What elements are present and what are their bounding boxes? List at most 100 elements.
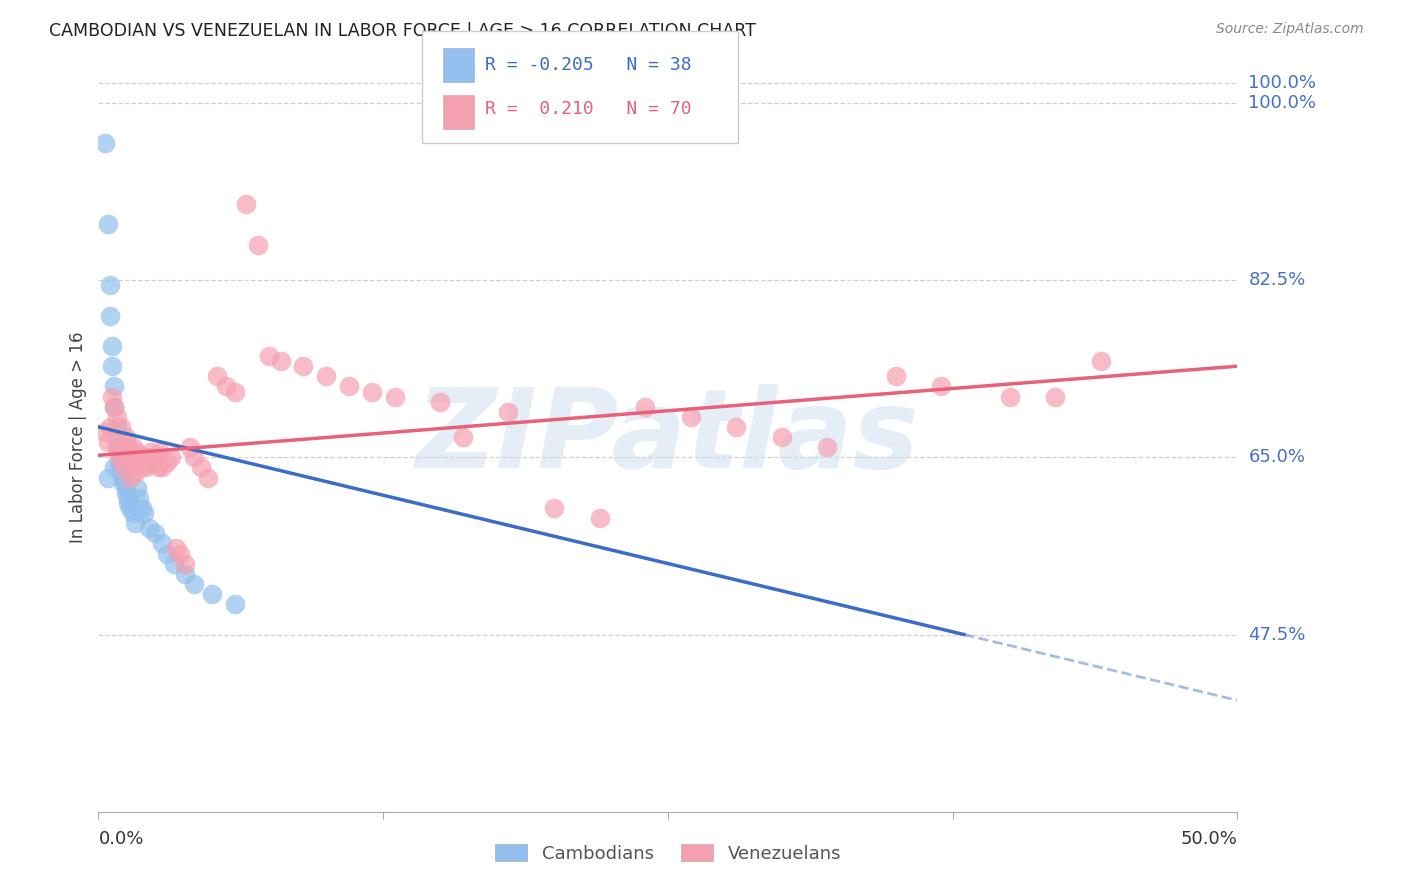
Point <box>1090 354 1112 368</box>
Point <box>121 506 143 520</box>
Point <box>246 237 269 252</box>
Point <box>183 577 205 591</box>
Point <box>190 460 212 475</box>
Point <box>815 440 838 454</box>
Text: 65.0%: 65.0% <box>1249 449 1305 467</box>
Point <box>498 405 520 419</box>
Point <box>224 597 246 611</box>
Point <box>101 339 124 353</box>
Point <box>114 485 136 500</box>
Point <box>315 369 337 384</box>
Point <box>112 475 135 490</box>
Point <box>124 466 146 480</box>
Point <box>108 445 131 459</box>
Point <box>1043 390 1066 404</box>
Point <box>174 557 197 571</box>
Point <box>160 450 183 465</box>
Point <box>205 369 228 384</box>
Point <box>112 435 135 450</box>
Point <box>110 460 132 475</box>
Point <box>94 425 117 439</box>
Y-axis label: In Labor Force | Age > 16: In Labor Force | Age > 16 <box>69 331 87 543</box>
Point <box>112 460 135 475</box>
Legend: Cambodians, Venezuelans: Cambodians, Venezuelans <box>488 837 848 870</box>
Point <box>770 430 793 444</box>
Text: 100.0%: 100.0% <box>1249 74 1316 92</box>
Text: 82.5%: 82.5% <box>1249 271 1306 289</box>
Point <box>884 369 907 384</box>
Point <box>451 430 474 444</box>
Point <box>96 470 118 484</box>
Point <box>146 460 169 475</box>
Point <box>156 547 179 561</box>
Point <box>174 566 197 581</box>
Point <box>150 460 173 475</box>
Point <box>110 445 132 459</box>
Point <box>110 420 132 434</box>
Text: ZIPatlas: ZIPatlas <box>416 384 920 491</box>
Point <box>725 420 748 434</box>
Point <box>98 420 121 434</box>
Point <box>117 440 139 454</box>
Point <box>114 481 136 495</box>
Point <box>138 450 160 465</box>
Point <box>108 450 131 465</box>
Point <box>131 500 153 515</box>
Point <box>101 390 124 404</box>
Text: R =  0.210   N = 70: R = 0.210 N = 70 <box>485 100 692 118</box>
Point <box>108 455 131 469</box>
Point <box>117 491 139 505</box>
Point <box>156 455 179 469</box>
Point <box>117 455 139 469</box>
Point <box>120 500 142 515</box>
Point <box>132 450 155 465</box>
Point <box>103 400 125 414</box>
Point <box>105 420 128 434</box>
Point <box>588 511 610 525</box>
Point <box>124 450 146 465</box>
Point <box>121 440 143 454</box>
Point <box>117 496 139 510</box>
Point <box>96 218 118 232</box>
Point <box>139 445 162 459</box>
Point <box>103 400 125 414</box>
Point <box>929 379 952 393</box>
Point <box>94 136 117 151</box>
Point <box>127 445 149 459</box>
Point <box>201 587 224 601</box>
Point <box>429 394 451 409</box>
Point <box>360 384 382 399</box>
Point <box>183 450 205 465</box>
Point <box>145 526 167 541</box>
Point <box>124 516 146 530</box>
Point <box>215 379 238 393</box>
Point <box>98 309 121 323</box>
Point <box>128 491 150 505</box>
Point <box>169 547 191 561</box>
Point <box>150 536 173 550</box>
Point <box>149 445 172 459</box>
Text: 0.0%: 0.0% <box>98 830 143 848</box>
Point <box>96 435 118 450</box>
Point <box>135 460 157 475</box>
Point <box>101 359 124 374</box>
Point <box>112 470 135 484</box>
Point <box>120 470 142 484</box>
Point <box>197 470 219 484</box>
Point <box>270 354 292 368</box>
Text: 50.0%: 50.0% <box>1181 830 1237 848</box>
Point <box>103 460 125 475</box>
Point <box>127 481 149 495</box>
Point <box>165 541 187 556</box>
Point <box>145 450 167 465</box>
Point <box>105 409 128 424</box>
Point <box>132 506 155 520</box>
Point <box>98 278 121 293</box>
Point <box>384 390 406 404</box>
Point <box>162 557 184 571</box>
Point <box>114 430 136 444</box>
Point <box>142 455 165 469</box>
Point <box>292 359 315 374</box>
Point <box>121 455 143 469</box>
Point <box>105 440 128 454</box>
